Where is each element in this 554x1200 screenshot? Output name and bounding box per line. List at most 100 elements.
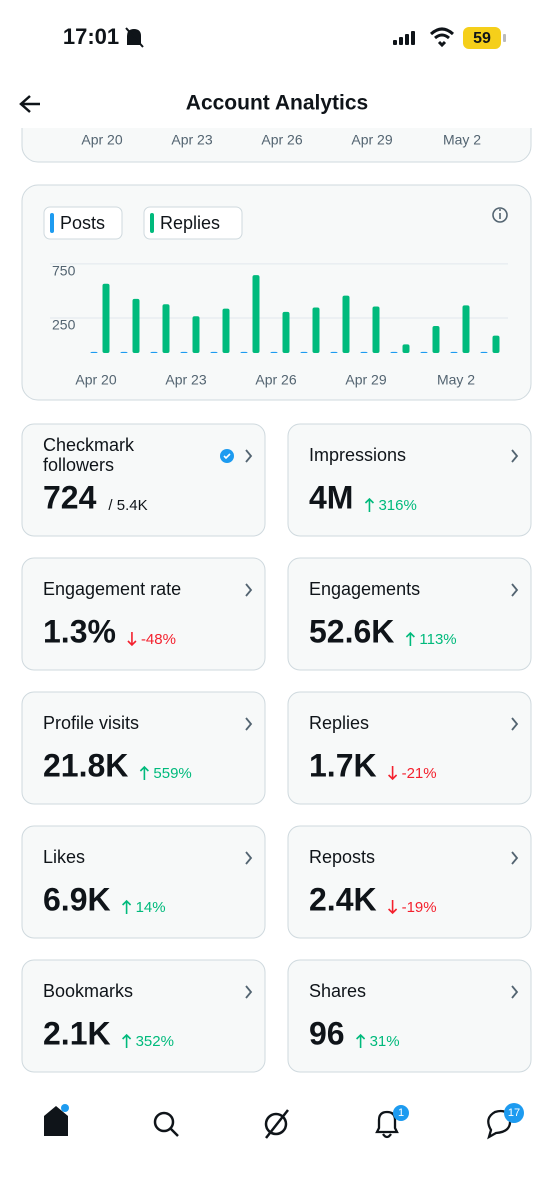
chevron [511, 985, 519, 999]
bar [390, 351, 398, 353]
chevron [245, 583, 253, 597]
notifications-icon[interactable] [375, 1110, 399, 1139]
chevron [511, 583, 519, 597]
bar [192, 316, 200, 353]
info-icon[interactable] [492, 207, 508, 223]
trend-arrow [122, 1033, 132, 1048]
bar [210, 351, 218, 353]
card-label: Bookmarks [43, 981, 133, 1001]
bar [480, 351, 488, 353]
bar [462, 305, 470, 353]
card-change: -21% [402, 765, 437, 782]
trend-arrow [127, 632, 137, 647]
x-tick-label: Apr 20 [75, 372, 116, 388]
card-value: 2.1K [43, 1015, 111, 1051]
metric-card[interactable]: Replies 1.7K -21% [287, 691, 532, 805]
metric-card[interactable]: Shares 96 31% [287, 959, 532, 1073]
bar [150, 351, 158, 353]
x-tick-label: Apr 23 [165, 372, 206, 388]
card-value: 96 [309, 1015, 345, 1051]
bar [240, 351, 248, 353]
chevron [245, 985, 253, 999]
trend-arrow [388, 766, 398, 781]
legend-chip [43, 206, 123, 240]
trend-arrow [139, 765, 149, 780]
bar [450, 351, 458, 353]
bar [180, 351, 188, 353]
bar [312, 307, 320, 353]
metric-card[interactable]: Profile visits 21.8K 559% [21, 691, 266, 805]
metric-card[interactable]: Engagement rate 1.3% -48% [21, 557, 266, 671]
card-secondary: / 5.4K [108, 497, 147, 514]
bottom-nav: 1 17 [44, 1103, 524, 1140]
card-bg [287, 691, 532, 805]
grok-icon[interactable] [264, 1109, 289, 1139]
metric-card[interactable]: Likes 6.9K 14% [21, 825, 266, 939]
signal-icon [393, 31, 415, 45]
metric-card[interactable]: Engagements 52.6K 113% [287, 557, 532, 671]
card-bg [287, 959, 532, 1073]
card-bg [21, 557, 266, 671]
card-bg [21, 691, 266, 805]
card-bg [287, 423, 532, 537]
bar [102, 283, 110, 353]
home-icon[interactable] [44, 1106, 68, 1136]
bar [360, 351, 368, 353]
bar [252, 275, 260, 353]
back-button[interactable] [19, 95, 40, 113]
bar [342, 295, 350, 353]
x-tick-label: Apr 29 [345, 372, 386, 388]
trend-arrow [356, 1033, 366, 1048]
card-bg [287, 825, 532, 939]
notifications-badge-bg [393, 1105, 409, 1121]
metric-card[interactable]: Bookmarks 2.1K 352% [21, 959, 266, 1073]
mute-icon [125, 27, 144, 48]
chevron [245, 851, 253, 865]
legend-swatch [50, 213, 54, 233]
y-tick-label: 250 [52, 317, 76, 333]
page-title: Account Analytics [186, 92, 368, 115]
x-label: Apr 29 [351, 132, 392, 148]
chevron [511, 851, 519, 865]
card-value: 21.8K [43, 747, 128, 783]
card-label: Shares [309, 981, 366, 1001]
bar [132, 298, 140, 353]
card-value: 4M [309, 479, 353, 515]
card-bg [21, 959, 266, 1073]
card-change: -48% [141, 631, 176, 648]
card-bg [21, 825, 266, 939]
card-label: Replies [309, 713, 369, 733]
bar [270, 351, 278, 353]
card-change: 316% [378, 497, 416, 514]
chevron [511, 449, 519, 463]
wifi-icon [429, 27, 455, 48]
card-value: 1.7K [309, 747, 377, 783]
legend-chip [143, 206, 243, 240]
verified-check [223, 453, 231, 460]
bar [432, 325, 440, 353]
bar [300, 351, 308, 353]
card-label: Checkmark followers [43, 435, 135, 475]
search-icon[interactable] [153, 1111, 179, 1137]
top-bar [0, 0, 554, 128]
battery-tip [503, 34, 506, 42]
bar [222, 308, 230, 353]
x-label: May 2 [443, 132, 481, 148]
x-tick-label: Apr 26 [255, 372, 296, 388]
legend-label: Replies [160, 213, 220, 233]
card-change: 559% [153, 765, 191, 782]
bar [282, 311, 290, 353]
card-change: 31% [370, 1033, 400, 1050]
home-dot [61, 1104, 69, 1112]
chevron [245, 717, 253, 731]
card-value: 1.3% [43, 613, 116, 649]
x-label: Apr 23 [171, 132, 212, 148]
bar [162, 304, 170, 353]
metric-card[interactable]: Reposts 2.4K -19% [287, 825, 532, 939]
card-bg [21, 423, 266, 537]
chevron [511, 717, 519, 731]
metric-card[interactable]: Impressions 4M 316% [287, 423, 532, 537]
trend-arrow [364, 497, 375, 512]
metric-card[interactable]: Checkmark followers 724 / 5.4K [21, 423, 266, 537]
